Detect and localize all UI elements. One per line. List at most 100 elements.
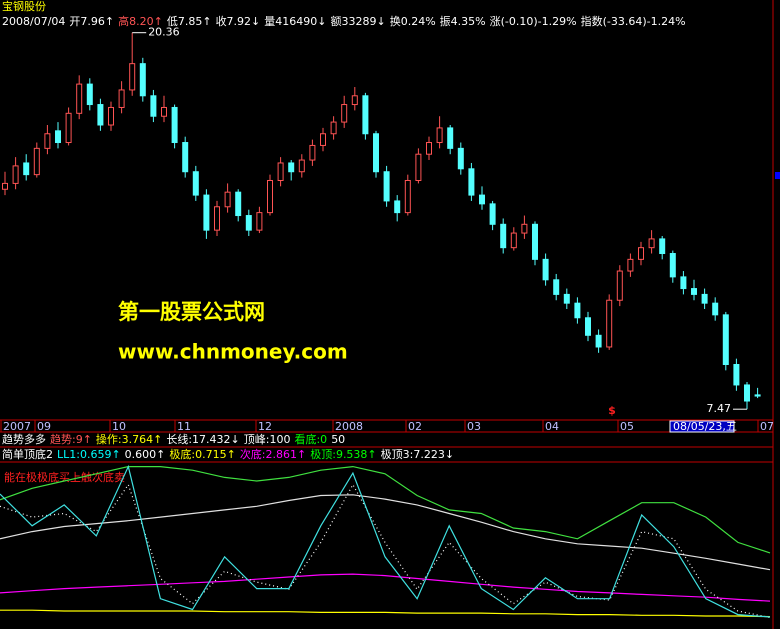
candle-body — [320, 133, 326, 146]
candle-body — [542, 258, 549, 281]
candle-body — [606, 299, 613, 348]
candle-body — [330, 121, 337, 135]
candle-body — [235, 191, 242, 217]
info-bar-item: 高8.20↑ — [118, 14, 163, 28]
date-label: 03 — [467, 420, 481, 433]
date-label: 04 — [545, 420, 559, 433]
indicator-legend-item: 极顶3:7.223↓ — [381, 447, 454, 461]
indicator-legend-item: LL1:0.659↑ — [57, 448, 121, 461]
indicator-legend-item: 简单顶底2 — [2, 447, 53, 461]
candle-body — [182, 142, 189, 173]
info-bar-item: 额33289↓ — [331, 15, 386, 28]
candle-body — [627, 258, 634, 272]
signal-mark: $ — [608, 404, 616, 417]
scroll-marker — [775, 172, 780, 179]
candle-body — [33, 147, 40, 176]
candle-body — [23, 162, 30, 176]
candle-body — [638, 247, 644, 260]
info-bar-item: 开7.96↑ — [69, 15, 114, 28]
cursor-box — [669, 420, 735, 433]
info-bar-item: 量416490↓ — [264, 15, 326, 28]
indicator-legend-item: 长线:17.432↓ — [166, 432, 239, 446]
candle-body — [118, 89, 125, 108]
candle-body — [44, 133, 51, 149]
candle-body — [415, 153, 422, 181]
candle-body — [510, 232, 517, 249]
indicator-legend: 简单顶底2 LL1:0.659↑ 0.600↑ 极底:0.715↑ 次底:2.861↑ 极… — [2, 447, 454, 461]
candle-body — [447, 127, 454, 149]
candle-body — [309, 144, 316, 161]
candle-body — [362, 95, 369, 135]
indicator-legend-item: 顶峰:100 — [244, 433, 291, 446]
date-label: 05 — [620, 420, 634, 433]
candle-body — [267, 179, 273, 214]
candle-body — [616, 270, 623, 301]
info-bar-item: 低7.85↑ — [167, 15, 212, 28]
candle-body — [277, 162, 284, 181]
info-bar-item: 换0.24% — [390, 14, 436, 28]
info-bar-item: 指数(-33.64)-1.24% — [581, 14, 686, 28]
info-bar-item: 收7.92↓ — [216, 14, 261, 28]
indicator-legend-item: 趋势多多 — [2, 432, 46, 446]
candle-body — [12, 165, 19, 184]
indicator-legend-item: 操作:3.764↑ — [96, 432, 162, 446]
candle-body — [256, 212, 263, 231]
candle-body — [86, 83, 93, 106]
cursor-label: 08/05/23,五 — [673, 420, 737, 433]
indicator-line — [0, 483, 771, 619]
candle-body — [351, 95, 358, 106]
indicator-legend-item: 50 — [331, 433, 345, 446]
candle-body — [659, 238, 666, 255]
date-label: 12 — [258, 420, 272, 433]
candle-body — [373, 133, 379, 173]
candle-body — [394, 200, 401, 214]
candle-body — [139, 63, 146, 97]
candle-body — [669, 253, 676, 278]
candle-body — [733, 364, 740, 386]
info-bar-item: 涨(-0.10)-1.29% — [490, 15, 577, 28]
date-label: 2008 — [335, 420, 363, 433]
indicator-legend-item: 次底:2.861↑ — [240, 447, 306, 461]
indicator-line — [0, 464, 771, 618]
candle-body — [288, 162, 295, 173]
date-label: 10 — [112, 420, 126, 433]
date-label: 02 — [408, 420, 422, 433]
candle-body — [65, 112, 72, 144]
candle-body — [457, 147, 464, 170]
candle-body — [426, 142, 432, 155]
candle-body — [161, 106, 167, 117]
candle-body — [712, 302, 719, 316]
candle-body — [150, 95, 157, 117]
candle-body — [489, 203, 496, 225]
indicator-plot — [0, 464, 771, 619]
indicator-legend-item: 0.600↑ — [125, 448, 166, 461]
candle-body — [108, 106, 114, 126]
candle-body — [553, 279, 560, 295]
candle-body — [563, 293, 570, 304]
candle-body — [701, 293, 708, 304]
info-bar: 2008/07/04 开7.96↑ 高8.20↑ 低7.85↑ 收7.92↓ 量41649… — [2, 14, 686, 28]
indicator-line — [0, 573, 771, 602]
candle-body — [595, 334, 602, 348]
watermark: www.chnmoney.com — [118, 340, 348, 364]
date-label: 07 — [760, 420, 774, 433]
date-label: 09 — [37, 420, 51, 433]
indicator-note: 能在极极底买上触次底卖 — [4, 470, 125, 484]
candle-body — [436, 127, 443, 144]
info-bar-item: 振4.35% — [440, 14, 486, 28]
stock-title: 宝钢股份 — [2, 0, 46, 13]
candle-body — [171, 106, 178, 144]
candle-body — [521, 223, 528, 234]
candle-body — [76, 83, 83, 114]
candle-body — [468, 168, 475, 196]
candle-body — [574, 302, 581, 319]
indicator-legend: 趋势多多 趋势:9↑ 操作:3.764↑ 长线:17.432↓ 顶峰:100 看底:0 50 — [2, 432, 345, 446]
date-label: 11 — [177, 420, 191, 433]
candle-body — [680, 276, 687, 290]
indicator-line — [0, 494, 771, 571]
candle-body — [479, 194, 485, 205]
indicator-legend-item: 极底:0.715↑ — [169, 447, 235, 461]
candle-body — [2, 182, 8, 190]
candle-body — [129, 63, 136, 91]
